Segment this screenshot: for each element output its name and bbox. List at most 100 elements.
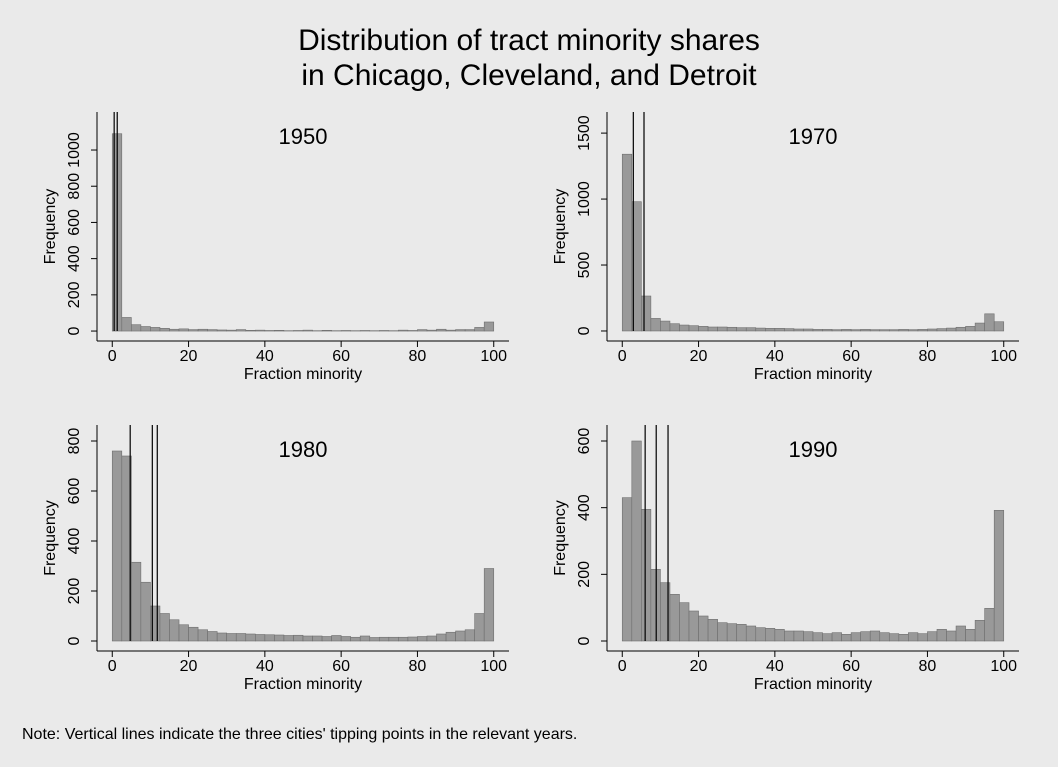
bar — [850, 329, 861, 332]
bar — [860, 631, 871, 642]
bar — [331, 635, 342, 642]
bar — [955, 625, 966, 642]
bar — [302, 329, 313, 332]
x-axis-label: Fraction minority — [244, 676, 362, 693]
x-tick-label: 40 — [766, 658, 784, 675]
figure-title: in Chicago, Cleveland, and Detroit — [301, 59, 757, 92]
bar — [688, 325, 699, 332]
bar — [736, 624, 747, 642]
bar — [650, 318, 661, 332]
bar — [745, 327, 757, 332]
bar — [755, 627, 766, 642]
bar — [388, 636, 399, 642]
y-tick-label: 0 — [576, 326, 593, 335]
figure-title: Distribution of tract minority shares — [298, 24, 760, 57]
x-axis-label: Fraction minority — [754, 366, 872, 383]
x-tick-label: 100 — [990, 658, 1017, 675]
x-tick-label: 80 — [919, 658, 937, 675]
bar — [464, 329, 475, 332]
bar — [908, 329, 919, 332]
bar — [178, 328, 189, 332]
y-tick-label: 1000 — [576, 181, 593, 217]
bar — [159, 328, 170, 332]
bar — [679, 602, 690, 642]
bar — [879, 632, 890, 642]
y-axis-label: Frequency — [552, 189, 569, 265]
bar — [698, 326, 709, 332]
bar — [631, 440, 642, 642]
bar — [169, 328, 180, 332]
bar — [803, 631, 814, 642]
x-tick-label: 40 — [766, 348, 784, 365]
bar — [936, 328, 947, 332]
bar — [850, 632, 861, 642]
bar — [293, 634, 304, 642]
bar — [398, 329, 409, 332]
bar — [407, 636, 418, 642]
panel-title: 1970 — [789, 124, 838, 149]
bar — [993, 321, 1005, 332]
x-axis-label: Fraction minority — [244, 366, 362, 383]
bar — [264, 634, 275, 642]
bar — [888, 329, 900, 332]
bar — [831, 329, 842, 332]
x-axis-label: Fraction minority — [754, 676, 872, 693]
bar — [197, 629, 208, 642]
bar — [765, 328, 776, 332]
bar — [226, 633, 237, 642]
bar — [965, 326, 976, 332]
bar — [927, 631, 938, 642]
bar — [350, 636, 361, 642]
y-tick-label: 400 — [576, 494, 593, 521]
bar — [898, 329, 909, 332]
bar — [178, 624, 189, 642]
y-tick-label: 1000 — [66, 132, 83, 168]
bar — [255, 634, 266, 642]
bar — [455, 630, 466, 642]
bar — [140, 326, 151, 332]
bar — [936, 629, 947, 642]
bar — [436, 328, 447, 332]
bar — [784, 328, 795, 332]
panel-title: 1950 — [279, 124, 328, 149]
bar — [378, 636, 390, 642]
bar — [169, 619, 180, 642]
bar — [955, 326, 966, 332]
bar — [474, 327, 485, 332]
x-tick-label: 0 — [108, 348, 117, 365]
bar — [340, 636, 351, 642]
bar — [793, 328, 804, 332]
bar — [888, 633, 900, 642]
y-axis-label: Frequency — [42, 500, 59, 576]
bar — [669, 323, 680, 332]
bar — [774, 629, 785, 642]
bar — [688, 610, 699, 642]
bar — [455, 329, 466, 332]
bar — [369, 637, 380, 642]
bar — [436, 633, 447, 642]
bar — [474, 613, 485, 642]
bar — [274, 330, 285, 332]
bar — [974, 620, 985, 642]
bar — [216, 329, 228, 332]
bar — [111, 450, 123, 642]
bar — [812, 329, 823, 332]
x-tick-label: 100 — [990, 348, 1017, 365]
x-tick-label: 60 — [842, 658, 860, 675]
bar — [131, 324, 142, 332]
bar — [245, 330, 256, 332]
bar — [707, 619, 718, 642]
bar — [121, 455, 132, 642]
bar — [965, 629, 976, 642]
bar — [302, 635, 313, 642]
bar — [226, 329, 237, 332]
y-tick-label: 500 — [576, 252, 593, 279]
x-tick-label: 60 — [842, 348, 860, 365]
bar — [621, 153, 633, 332]
x-tick-label: 100 — [480, 348, 507, 365]
bar — [822, 633, 833, 642]
bar — [207, 329, 218, 332]
x-tick-label: 20 — [180, 348, 198, 365]
